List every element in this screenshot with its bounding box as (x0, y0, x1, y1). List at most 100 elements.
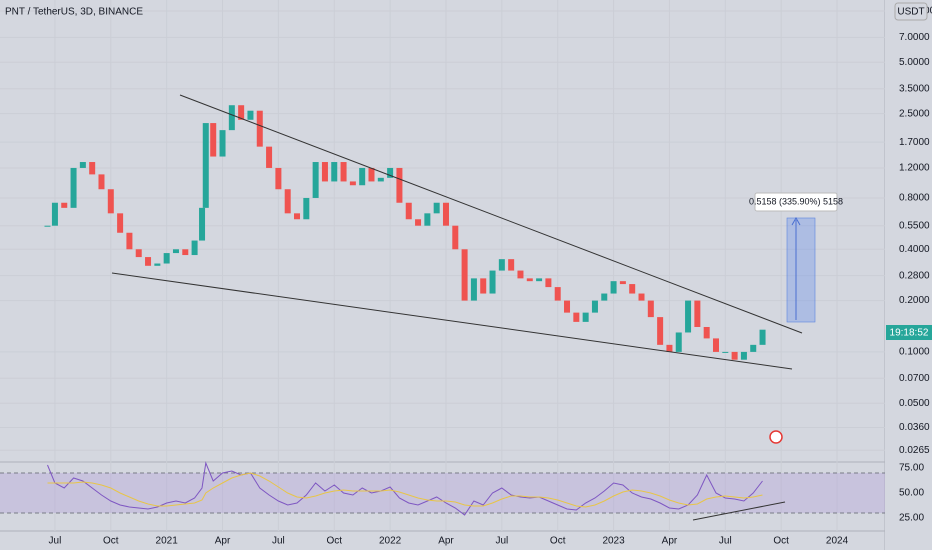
x-tick-label: Apr (438, 536, 454, 547)
y-tick-label: 75.00 (899, 463, 924, 474)
measure-label-box (754, 192, 838, 212)
candle (424, 213, 431, 226)
candle (247, 110, 254, 120)
candle (368, 167, 375, 182)
candle (117, 213, 124, 233)
candle (601, 293, 608, 301)
candle (256, 110, 263, 147)
event-icon[interactable] (769, 430, 783, 444)
y-tick-label: 0.2800 (899, 270, 930, 281)
x-tick-label: Oct (550, 536, 566, 547)
y-tick-label: 0.0700 (899, 373, 930, 384)
x-tick-label: Jul (719, 536, 732, 547)
candle (489, 270, 496, 294)
y-tick-label: 0.8000 (899, 193, 930, 204)
candle (202, 123, 209, 208)
y-tick-label: 0.4000 (899, 244, 930, 255)
candle (675, 332, 682, 352)
trendline (179, 94, 803, 334)
candle (284, 189, 291, 214)
y-tick-label: 0.0500 (899, 398, 930, 409)
y-tick-label: 1.2000 (899, 163, 930, 174)
candle (172, 249, 179, 254)
candle (321, 162, 328, 182)
y-tick-label: 25.00 (899, 513, 924, 524)
candle (740, 351, 747, 360)
candle (591, 300, 598, 313)
rsi-line (47, 472, 763, 508)
candle (573, 312, 580, 322)
measure-arrow-head (791, 216, 801, 226)
candle (685, 300, 692, 333)
candle (526, 278, 533, 282)
candle (498, 259, 505, 271)
candle (461, 249, 468, 301)
candle (210, 123, 217, 157)
candle (377, 177, 384, 182)
rsi-line (47, 461, 763, 516)
candle (629, 284, 636, 294)
candle (275, 167, 282, 190)
y-tick-label: 50.00 (899, 488, 924, 499)
x-tick-label: Jul (272, 536, 285, 547)
candle (182, 249, 189, 256)
x-tick-label: Oct (326, 536, 342, 547)
candle (638, 293, 645, 301)
candle (154, 263, 161, 266)
candle (554, 287, 561, 301)
marks: Jul Oct 2021 Apr Jul Oct 2022 Apr Jul Oct 2023 Apr J… (0, 105, 901, 547)
y-tick-label: 2.5000 (899, 108, 930, 119)
candle (564, 300, 571, 313)
currency-box[interactable] (894, 2, 928, 21)
measure-label: 0.5158 (335.90%) 5158 (749, 196, 843, 206)
measure-box (786, 217, 816, 323)
candle (619, 281, 626, 285)
candle (582, 312, 589, 322)
countdown: 19:18:52 (890, 328, 929, 339)
y-tick-label: 0.1000 (899, 347, 930, 358)
x-tick-label: Jul (495, 536, 508, 547)
candle (312, 162, 319, 198)
candle (433, 202, 440, 214)
candle (44, 225, 51, 227)
x-tick-label: Apr (662, 536, 678, 547)
candle (545, 278, 552, 288)
x-tick-label: Apr (215, 536, 231, 547)
candle (508, 259, 515, 271)
candle (98, 174, 105, 190)
candle (191, 240, 198, 256)
candle (731, 351, 738, 360)
candle (294, 213, 301, 220)
y-tick-label: 1.7000 (899, 137, 930, 148)
candle (647, 300, 654, 318)
candle (759, 329, 766, 345)
candle (266, 146, 273, 168)
y-tick-label: 3.5000 (899, 83, 930, 94)
y-tick-label: 5.0000 (899, 57, 930, 68)
candle (657, 317, 664, 345)
candle (359, 167, 366, 186)
x-tick-label: Jul (49, 536, 62, 547)
y-tick-label: 0.5500 (899, 220, 930, 231)
candle (396, 167, 403, 203)
candle (163, 253, 170, 264)
candle (610, 281, 617, 294)
candle (89, 162, 96, 175)
candle (480, 278, 487, 294)
candle (349, 181, 356, 186)
candle (470, 278, 477, 301)
candle (452, 225, 459, 250)
candle (219, 130, 226, 157)
countdown-box (886, 325, 932, 340)
candle (703, 326, 710, 339)
x-tick-label: Oct (103, 536, 119, 547)
candle (694, 300, 701, 327)
candle (228, 105, 235, 131)
candle (536, 278, 543, 282)
candle (666, 344, 673, 352)
candle (415, 219, 422, 226)
candle (517, 270, 524, 279)
rsi-band (0, 473, 885, 513)
y-tick-label: 0.0360 (899, 422, 930, 433)
